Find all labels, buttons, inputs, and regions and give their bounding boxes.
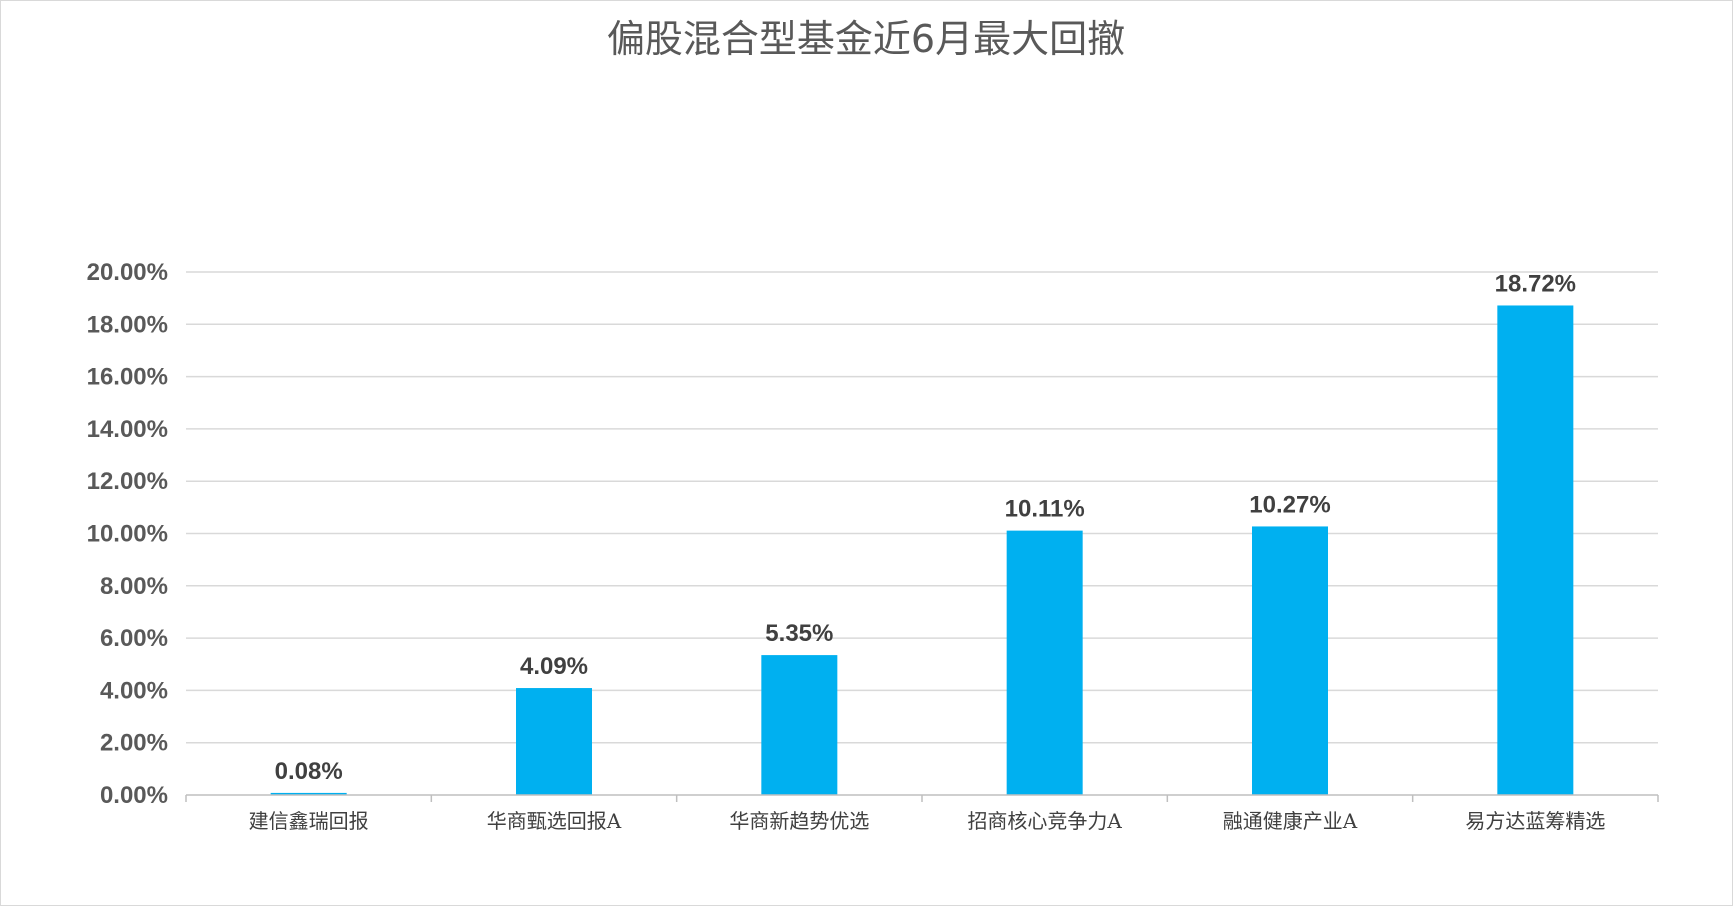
x-tick-label: 易方达蓝筹精选 bbox=[1465, 809, 1605, 833]
x-tick-label: 华商新趋势优选 bbox=[729, 809, 869, 833]
y-tick-label: 16.00% bbox=[87, 364, 168, 391]
x-tick-label: 华商甄选回报A bbox=[487, 809, 622, 833]
data-label: 5.35% bbox=[765, 620, 833, 647]
x-tick-label: 融通健康产业A bbox=[1223, 809, 1358, 833]
y-tick-label: 6.00% bbox=[100, 625, 168, 652]
bar bbox=[1252, 526, 1328, 795]
x-axis bbox=[185, 794, 1659, 802]
x-tick-label: 招商核心竞争力A bbox=[967, 809, 1122, 833]
y-tick-label: 18.00% bbox=[87, 311, 168, 338]
y-tick-label: 20.00% bbox=[87, 259, 168, 286]
chart-title: 偏股混合型基金近6月最大回撤 bbox=[607, 17, 1125, 61]
y-tick-label: 2.00% bbox=[100, 730, 168, 757]
y-axis-ticks: 0.00% 2.00% 4.00% 6.00% 8.00% 10.00% 12.00% 14.… bbox=[87, 259, 168, 809]
data-label: 4.09% bbox=[520, 653, 588, 680]
y-tick-label: 4.00% bbox=[100, 677, 168, 704]
y-tick-label: 12.00% bbox=[87, 468, 168, 495]
y-tick-label: 14.00% bbox=[87, 416, 168, 443]
data-label: 18.72% bbox=[1495, 270, 1576, 297]
gridlines bbox=[186, 271, 1658, 744]
data-label: 0.08% bbox=[275, 758, 343, 785]
data-labels: 0.08% 4.09% 5.35% 10.11% 10.27% 18.72% bbox=[275, 270, 1576, 784]
x-tick-label: 建信鑫瑞回报 bbox=[249, 809, 369, 833]
bar bbox=[761, 655, 838, 795]
y-tick-label: 10.00% bbox=[87, 521, 168, 548]
bar bbox=[270, 792, 347, 795]
bar bbox=[1006, 530, 1083, 795]
data-label: 10.11% bbox=[1005, 496, 1085, 523]
data-label: 10.27% bbox=[1249, 491, 1330, 518]
x-axis-ticks: 建信鑫瑞回报 华商甄选回报A 华商新趋势优选 招商核心竞争力A 融通健康产业A 易方达蓝筹… bbox=[249, 809, 1606, 833]
y-tick-label: 8.00% bbox=[100, 573, 168, 600]
bars bbox=[270, 305, 1574, 795]
y-tick-label: 0.00% bbox=[100, 782, 168, 809]
bar bbox=[1497, 305, 1574, 795]
bar bbox=[516, 688, 592, 795]
